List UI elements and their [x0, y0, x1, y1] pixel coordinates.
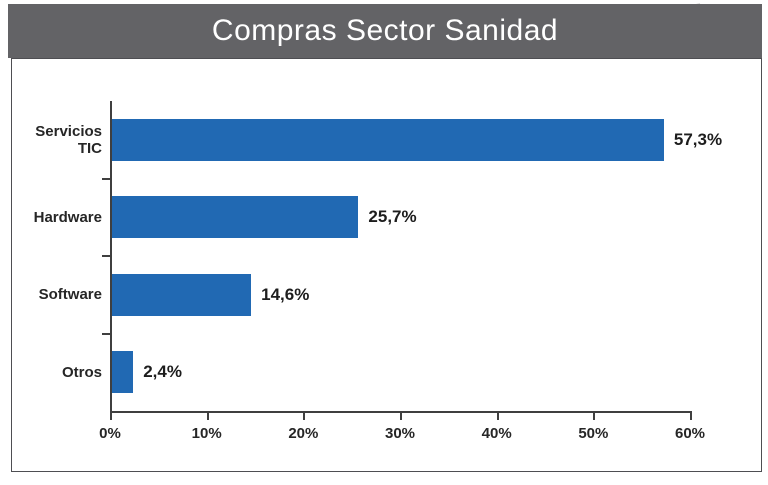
chart-title: Compras Sector Sanidad [211, 14, 559, 47]
x-tick [110, 413, 112, 420]
x-tick [690, 413, 692, 420]
y-tick [102, 255, 110, 257]
bar-track: 14,6% [110, 273, 761, 316]
bar-chart: Servicios TIC 57,3% Hardware 25,7% Software 1… [12, 59, 761, 471]
value-label: 14,6% [261, 284, 310, 304]
bar-row: Otros 2,4% [12, 334, 761, 412]
value-label: 57,3% [673, 129, 723, 149]
bar [110, 273, 252, 316]
category-label: Servicios TIC [35, 122, 102, 157]
x-tick-label: 30% [384, 425, 416, 442]
x-tick-label: 40% [481, 425, 512, 442]
category-label: Otros [61, 363, 102, 381]
x-tick-label: 60% [674, 425, 706, 442]
x-tick-label: 50% [578, 425, 609, 442]
x-tick [496, 413, 499, 420]
bar-track: 25,7% [110, 196, 761, 239]
bar-row: Servicios TIC 57,3% [12, 101, 761, 179]
chart-panel: Servicios TIC 57,3% Hardware 25,7% Software 1… [11, 58, 762, 472]
bar [110, 196, 359, 239]
y-tick [102, 177, 110, 180]
bar-track: 2,4% [110, 351, 761, 394]
x-tick [400, 413, 402, 420]
x-tick [303, 413, 306, 420]
bar [110, 118, 664, 161]
y-axis [110, 101, 112, 413]
category-label: Software [38, 286, 102, 304]
bar-row: Hardware 25,7% [12, 179, 761, 257]
chart-title-bar: Compras Sector Sanidad [8, 4, 762, 58]
x-tick [593, 413, 596, 420]
value-label: 2,4% [143, 362, 182, 382]
category-label: Hardware [33, 208, 102, 226]
y-tick [102, 332, 110, 335]
x-tick-label: 10% [191, 425, 222, 442]
bar-rows: Servicios TIC 57,3% Hardware 25,7% Software 1… [12, 101, 761, 411]
bar [110, 351, 134, 394]
x-axis [110, 411, 692, 413]
x-tick [206, 413, 209, 420]
x-tick-label: 20% [288, 425, 319, 442]
bar-track: 57,3% [110, 118, 761, 161]
x-tick-label: 0% [99, 425, 121, 442]
bar-row: Software 14,6% [12, 256, 761, 334]
value-label: 25,7% [368, 207, 417, 227]
